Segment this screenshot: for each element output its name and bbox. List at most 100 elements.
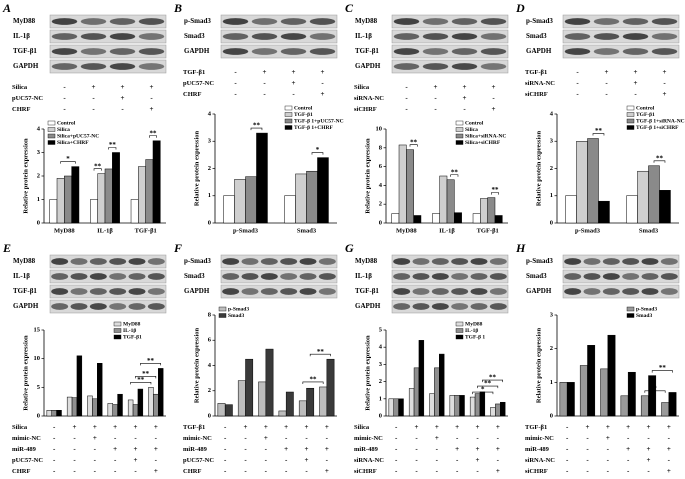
bar (408, 388, 415, 417)
treatment-mark: - (305, 434, 308, 442)
blot-band (564, 273, 582, 280)
significance-label: ** (410, 138, 418, 146)
blot-band (147, 273, 165, 280)
bar (56, 410, 62, 417)
blot-label: Smad3 (526, 272, 547, 280)
bar (429, 393, 435, 417)
blot-strip (49, 29, 167, 44)
blot-band (109, 63, 136, 70)
treatment-name: TGF-β1 (525, 424, 547, 431)
treatment-mark: - (586, 467, 589, 475)
treatment-name: Silica (354, 424, 370, 431)
significance-label: * (481, 386, 485, 394)
legend-swatch (113, 334, 122, 340)
blot-band (489, 258, 507, 265)
blot-strip (220, 44, 338, 59)
y-tick-label: 10 (376, 125, 383, 132)
bar (398, 398, 404, 417)
blot-band (222, 288, 240, 295)
panel-letter: G (345, 241, 354, 255)
bar (234, 179, 246, 224)
y-tick-label: 5 (37, 384, 41, 391)
blot-band (480, 33, 507, 40)
blot-strip (562, 14, 680, 29)
treatment-name: pUC57-NC (12, 457, 43, 464)
bar (71, 397, 78, 417)
blot-band (280, 18, 307, 25)
panel-letter: D (515, 1, 525, 15)
bar (565, 195, 577, 224)
bar (284, 195, 296, 224)
treatment-mark: + (154, 423, 158, 431)
significance-bracket (302, 381, 324, 384)
blot-band (280, 273, 298, 280)
blot-band (593, 48, 620, 55)
bar (418, 340, 425, 417)
y-tick-label: 6 (208, 337, 212, 344)
bar (326, 358, 335, 417)
legend-label: Control (294, 105, 313, 111)
panel-letter: A (2, 1, 11, 15)
bar (640, 395, 649, 417)
blot-band (622, 48, 649, 55)
treatment-name: CHRF (12, 468, 30, 475)
legend-label: Control (57, 120, 76, 126)
bar (600, 368, 609, 417)
blot-band (51, 303, 69, 310)
blot-label: Smad3 (184, 272, 205, 280)
significance-label: ** (109, 141, 117, 149)
significance-bracket (409, 144, 418, 147)
blot-band (451, 303, 469, 310)
panel-letter: C (345, 1, 354, 15)
bar (117, 393, 123, 417)
significance-bracket (482, 379, 504, 383)
y-tick-label: 4 (37, 125, 41, 132)
x-tick-label: IL-1β (97, 227, 113, 234)
bar (668, 392, 677, 417)
significance-bracket (592, 133, 605, 136)
blot-band (602, 258, 620, 265)
bar (132, 404, 139, 417)
x-tick-label: TGF-β1 (477, 227, 499, 234)
treatment-name: Silica (12, 424, 28, 431)
blot-band (489, 273, 507, 280)
blot-band (318, 258, 336, 265)
legend-swatch (47, 140, 56, 145)
treatment-mark: + (496, 423, 500, 431)
treatment-mark: + (113, 445, 117, 453)
blot-band (299, 288, 317, 295)
y-tick-label: 1 (550, 192, 553, 199)
blot-band (299, 273, 317, 280)
blot-band (51, 48, 78, 55)
blot-band (651, 18, 678, 25)
blot-band (51, 273, 69, 280)
treatment-name: CHRF (183, 468, 201, 475)
blot-band (109, 303, 127, 310)
significance-label: ** (484, 380, 492, 388)
treatment-mark: - (576, 68, 579, 76)
legend-label: Silica+CHRF (57, 140, 89, 146)
treatment-mark: + (121, 94, 125, 102)
bar (566, 382, 575, 417)
blot-band (241, 258, 259, 265)
treatment-mark: + (463, 83, 467, 91)
treatment-mark: - (121, 105, 124, 113)
blot-band (147, 258, 165, 265)
treatment-mark: - (134, 434, 137, 442)
significance-bracket (651, 370, 673, 373)
treatment-mark: + (647, 423, 651, 431)
blot-label: Smad3 (526, 32, 547, 40)
blot-band (280, 33, 307, 40)
blot-band (602, 273, 620, 280)
treatment-mark: + (586, 423, 590, 431)
blot-band (412, 288, 430, 295)
bar (245, 358, 254, 417)
treatment-mark: - (647, 434, 650, 442)
treatment-mark: - (668, 434, 671, 442)
y-tick-label: 0 (379, 412, 382, 419)
x-tick-label: TGF-β1 (135, 227, 157, 234)
bar (648, 375, 657, 417)
blot-band (451, 258, 469, 265)
bar (56, 178, 65, 224)
